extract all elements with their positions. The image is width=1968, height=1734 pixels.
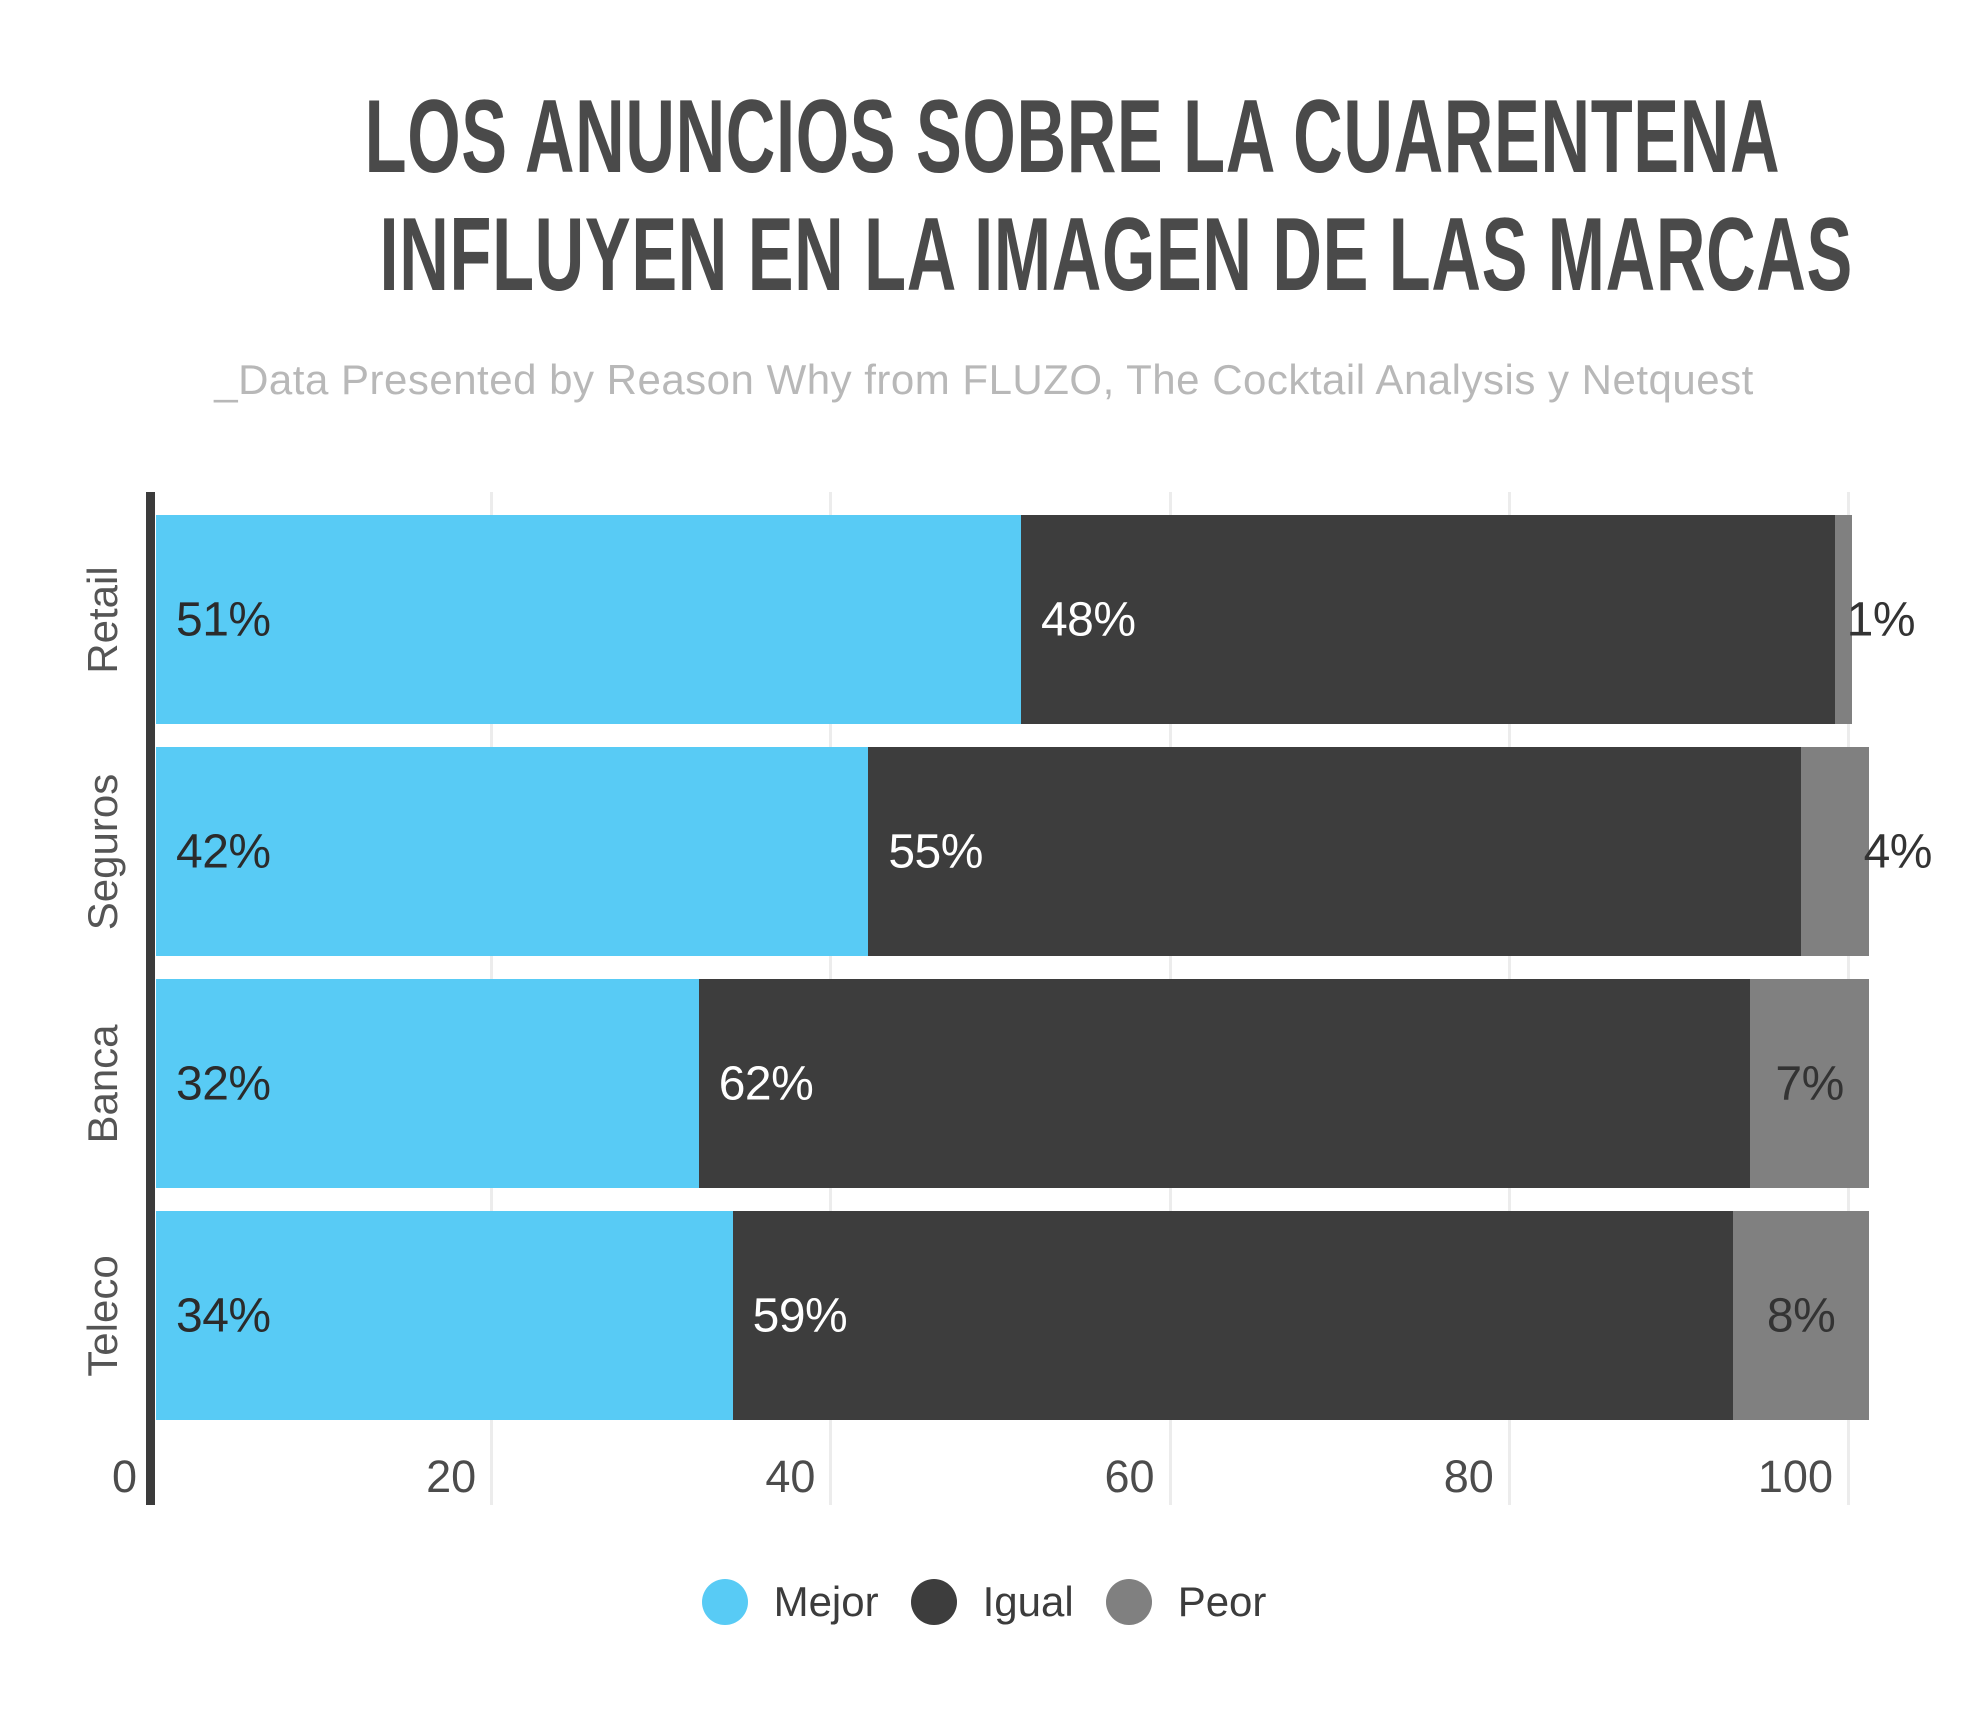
x-tick-label-100: 100 <box>1757 1451 1833 1502</box>
value-label-igual: 59% <box>752 1289 848 1342</box>
bar-segment-peor <box>1733 1211 1869 1420</box>
legend: Mejor Igual Peor <box>0 1578 1968 1626</box>
bar-segment-mejor <box>156 747 869 956</box>
bar-segment-peor <box>1750 979 1869 1188</box>
legend-label-igual: Igual <box>982 1578 1074 1625</box>
bar-segment-igual <box>732 1211 1734 1420</box>
value-label-mejor: 51% <box>176 593 271 646</box>
bar-segment-peor <box>1801 747 1869 956</box>
legend-label-peor: Peor <box>1177 1578 1267 1625</box>
value-label-peor: 7% <box>1775 1057 1844 1110</box>
value-label-igual: 48% <box>1040 593 1136 646</box>
value-label-mejor: 34% <box>176 1289 271 1342</box>
bar-row-teleco: 34% 59% 8% <box>156 1211 1869 1420</box>
bar-row-retail: 51% 48% 1% <box>156 515 1916 724</box>
category-label-teleco: Teleco <box>79 1254 126 1377</box>
legend-swatch-igual <box>910 1579 957 1625</box>
legend-swatch-peor <box>1105 1579 1152 1625</box>
bar-row-seguros: 42% 55% 4% <box>156 747 1932 956</box>
x-tick-label-20: 20 <box>426 1451 477 1502</box>
category-label-retail: Retail <box>79 565 126 674</box>
bar-segment-igual <box>868 747 1802 956</box>
value-label-mejor: 32% <box>176 1057 271 1110</box>
chart-title-line-1: LOS ANUNCIOS SOBRE LA CUARENTENA <box>364 79 1781 195</box>
legend-swatch-mejor <box>701 1579 748 1625</box>
bar-segment-mejor <box>156 979 699 1188</box>
legend-item-igual: Igual <box>910 1578 1074 1626</box>
chart-subtitle: _Data Presented by Reason Why from FLUZO… <box>214 356 1754 403</box>
x-tick-label-60: 60 <box>1104 1451 1155 1502</box>
value-label-igual: 62% <box>718 1057 814 1110</box>
bar-segment-igual <box>698 979 1751 1188</box>
value-label-peor: 8% <box>1766 1289 1836 1342</box>
bar-row-banca: 32% 62% 7% <box>156 979 1869 1188</box>
value-label-peor: 4% <box>1863 825 1933 878</box>
bar-segment-mejor <box>156 1211 733 1420</box>
x-tick-label-80: 80 <box>1443 1451 1494 1502</box>
chart-title-line-2: INFLUYEN EN LA IMAGEN DE LAS MARCAS <box>379 197 1853 313</box>
x-tick-label-0: 0 <box>111 1451 137 1502</box>
bar-segment-igual <box>1020 515 1836 724</box>
legend-item-mejor: Mejor <box>701 1578 879 1626</box>
bar-segment-peor <box>1835 515 1852 724</box>
y-axis-line <box>146 492 155 1505</box>
category-label-seguros: Seguros <box>79 773 126 930</box>
chart-title: LOS ANUNCIOS SOBRE LA CUARENTENA INFLUYE… <box>0 78 1968 314</box>
x-tick-label-40: 40 <box>765 1451 816 1502</box>
legend-item-peor: Peor <box>1105 1578 1267 1626</box>
bar-segment-mejor <box>156 515 1021 724</box>
category-label-banca: Banca <box>79 1023 126 1144</box>
value-label-mejor: 42% <box>176 825 271 878</box>
value-label-igual: 55% <box>888 825 983 878</box>
legend-label-mejor: Mejor <box>773 1578 879 1625</box>
value-label-peor: 1% <box>1846 593 1916 646</box>
